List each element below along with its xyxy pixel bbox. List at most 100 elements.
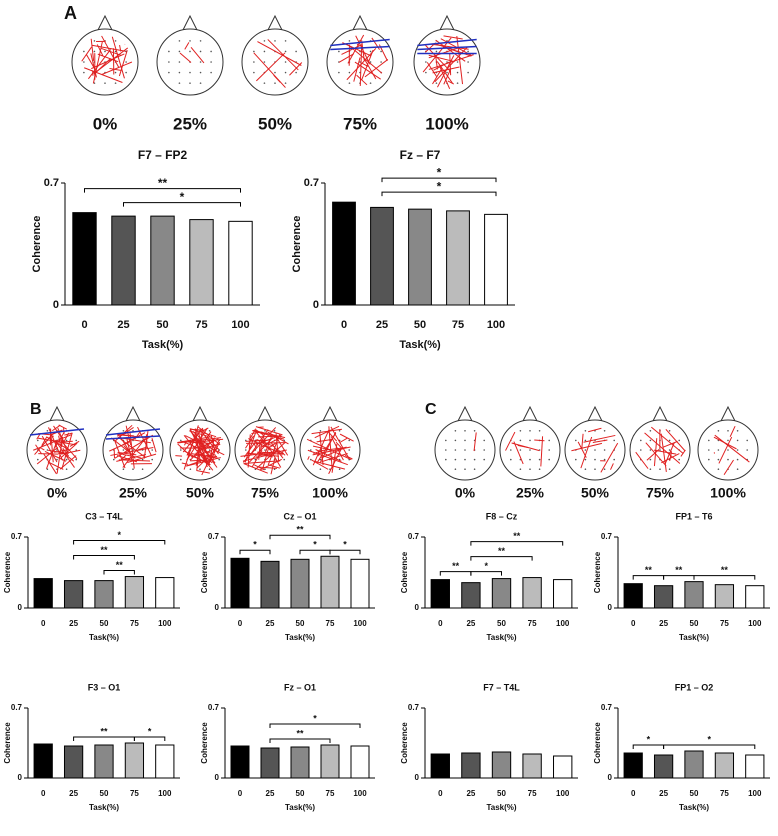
map-label: 50% [258,114,292,133]
connection [330,45,390,51]
electrode [746,449,748,451]
connection [580,436,593,469]
x-tick-label: 100 [487,319,505,331]
connection [51,424,61,432]
connection [117,433,134,437]
head-nose [125,405,141,422]
connection [63,432,70,443]
electrode [659,449,661,451]
electrode [310,449,312,451]
significance-label: * [253,540,257,550]
x-tick-label: 0 [81,319,87,331]
significance-label: * [437,179,442,193]
connection [650,426,684,454]
bar [430,579,450,609]
electrode [736,468,739,471]
connection [517,444,528,449]
connection [353,57,361,82]
electrode [263,50,266,53]
bar [320,555,340,609]
map-label: 100% [425,114,468,133]
y-tick-label: 0 [53,299,59,311]
y-tick-label: 0.7 [208,703,220,712]
electrode [603,468,606,471]
electrode [180,458,182,461]
significance-bracket [73,540,166,545]
y-tick-label: 0 [608,603,613,612]
bar [714,752,735,779]
connection [267,39,299,71]
head-nose [257,405,273,422]
connection [610,463,614,470]
x-tick-label: 100 [748,619,762,628]
electrode [189,82,191,84]
x-tick-label: 0 [41,789,46,798]
connection [217,450,220,452]
electrode [717,430,720,432]
connection [84,67,123,83]
electrode [445,439,447,442]
electrode [584,449,587,451]
electrode [319,458,322,461]
electrode [245,449,247,451]
significance-bracket [329,549,361,555]
electrode [529,439,531,442]
electrode [594,468,596,471]
connection [718,436,733,464]
head-nose [352,14,368,31]
connection [680,449,686,457]
map-label: 100% [312,485,348,501]
electrode [369,61,372,63]
x-axis-label: Task(%) [285,633,315,642]
connection [581,433,584,449]
head-nose [439,14,455,31]
significance-bracket [663,744,756,749]
significance-label: ** [675,565,683,575]
electrode [338,430,341,432]
connection [664,442,675,465]
bar [228,220,253,306]
electrode [456,61,459,63]
connection [101,61,133,75]
bar [553,579,573,609]
significance-label: ** [296,525,304,535]
x-axis-label: Task(%) [679,633,709,642]
electrode [594,449,596,451]
connection [87,49,112,80]
y-axis-label: Coherence [400,722,409,764]
x-tick-label: 0 [238,619,243,628]
map-label: 50% [186,485,215,501]
bar [63,580,84,609]
bar [745,585,765,609]
electrode [548,458,550,461]
significance-bracket [269,534,331,540]
x-tick-label: 100 [556,619,570,628]
bar [553,755,573,779]
head-nose [267,14,283,31]
map-label: 0% [93,114,118,133]
electrode [210,50,212,53]
electrode [189,50,191,53]
x-tick-label: 50 [690,619,699,628]
connection [328,426,333,469]
bar [94,744,114,779]
x-tick-label: 100 [556,789,570,798]
connection [81,46,93,62]
connection [437,55,455,88]
electrode [83,71,85,74]
electrode [310,458,312,461]
significance-bracket [269,738,331,743]
chart-title: F7 – T4L [483,682,520,692]
electrode [538,430,541,432]
bar [653,585,674,609]
connection [151,438,157,453]
connection [110,447,154,456]
x-tick-label: 25 [466,789,475,798]
bar [491,578,512,609]
connection [662,440,678,448]
connection [50,428,54,463]
x-tick-label: 0 [438,619,443,628]
electrode [613,458,615,461]
connection [120,438,146,458]
connection [425,44,452,72]
